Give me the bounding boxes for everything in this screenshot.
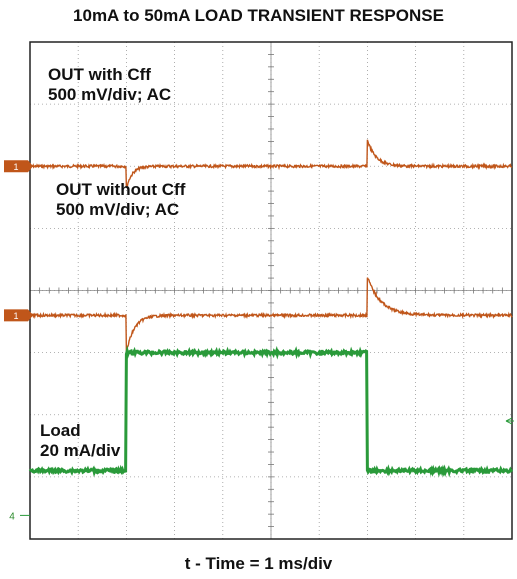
trigger-level-arrow [505, 417, 514, 425]
trace-annotation-line: Load [40, 421, 81, 440]
load-current-trace [28, 345, 514, 478]
channel-1-marker-arrow [28, 309, 33, 322]
channel-markers: 1 1 4 [4, 160, 514, 522]
channel-1-marker-bg [4, 160, 28, 173]
trace-annotation-line: OUT without Cff [56, 180, 186, 199]
plot-border [29, 41, 513, 540]
trace-annotation-line: 20 mA/div [40, 441, 121, 460]
channel-1-marker-bg [4, 309, 28, 322]
gridlines [29, 41, 513, 540]
out-without-cff-trace [29, 277, 513, 354]
channel-1-marker-arrow [28, 160, 33, 173]
trace-annotation-line: 500 mV/div; AC [48, 85, 171, 104]
chart-title: 10mA to 50mA LOAD TRANSIENT RESPONSE [73, 6, 444, 25]
channel-4-marker-label: 4 [9, 511, 15, 522]
channel-1-marker-label: 1 [13, 162, 18, 172]
trace-annotation-line: OUT with Cff [48, 65, 151, 84]
channel-1-marker-label: 1 [13, 311, 18, 321]
traces [28, 139, 514, 478]
out-with-cff-trace [29, 139, 513, 188]
x-axis-label: t - Time = 1 ms/div [184, 554, 333, 573]
trace-annotation-line: 500 mV/div; AC [56, 200, 179, 219]
